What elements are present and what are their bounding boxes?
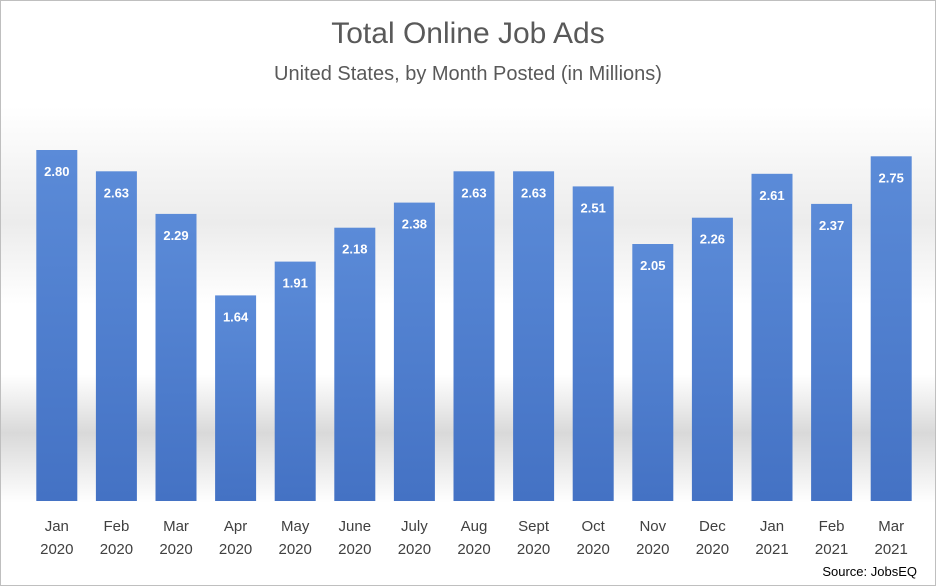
- chart-title: Total Online Job Ads: [331, 17, 605, 50]
- bar-mar-2021: [870, 156, 912, 502]
- x-tick-month: Nov: [639, 518, 666, 535]
- x-tick-month: Aug: [461, 518, 488, 535]
- bar-may-2020: [274, 261, 316, 501]
- x-tick-month: Feb: [103, 518, 129, 535]
- bar-jan-2020: [36, 150, 78, 501]
- bar-oct-2020: [572, 186, 614, 501]
- x-tick-month: Mar: [163, 518, 189, 535]
- data-label: 2.18: [342, 242, 367, 257]
- bar-feb-2020: [95, 171, 137, 502]
- data-label: 1.64: [223, 309, 249, 324]
- bar-feb-2021: [811, 203, 853, 501]
- x-tick-month: June: [339, 518, 372, 535]
- data-label: 2.63: [521, 185, 546, 200]
- data-label: 2.26: [700, 232, 725, 247]
- bar-jan-2021: [751, 173, 793, 502]
- x-tick-year: 2020: [100, 541, 133, 558]
- x-tick-year: 2020: [219, 541, 252, 558]
- x-tick-year: 2021: [755, 541, 788, 558]
- data-label: 2.63: [461, 185, 486, 200]
- data-label: 2.37: [819, 218, 844, 233]
- chart-subtitle: United States, by Month Posted (in Milli…: [274, 63, 662, 85]
- x-tick-month: July: [401, 518, 428, 535]
- x-tick-year: 2020: [636, 541, 669, 558]
- bar-apr-2020: [215, 295, 257, 501]
- bar-nov-2020: [632, 244, 674, 501]
- data-label: 2.61: [759, 188, 784, 203]
- x-tick-year: 2021: [815, 541, 848, 558]
- source-note: Source: JobsEQ: [822, 564, 917, 579]
- data-label: 2.38: [402, 217, 427, 232]
- x-tick-year: 2020: [517, 541, 550, 558]
- data-label: 2.63: [104, 185, 129, 200]
- data-label: 2.05: [640, 258, 665, 273]
- x-tick-year: 2020: [279, 541, 312, 558]
- x-tick-month: Oct: [582, 518, 606, 535]
- x-tick-year: 2020: [577, 541, 610, 558]
- data-label: 1.91: [283, 276, 308, 291]
- bar-dec-2020: [691, 217, 733, 501]
- data-label: 2.29: [163, 228, 188, 243]
- x-tick-year: 2020: [159, 541, 192, 558]
- data-label: 2.75: [879, 170, 904, 185]
- bar-july-2020: [393, 202, 435, 501]
- x-tick-year: 2020: [696, 541, 729, 558]
- x-tick-month: Sept: [518, 518, 550, 535]
- data-label: 2.80: [44, 164, 69, 179]
- bar-june-2020: [334, 227, 376, 501]
- x-tick-year: 2020: [40, 541, 73, 558]
- x-tick-year: 2020: [338, 541, 371, 558]
- x-tick-month: Apr: [224, 518, 247, 535]
- x-tick-month: Dec: [699, 518, 726, 535]
- x-tick-month: May: [281, 518, 310, 535]
- data-label: 2.51: [581, 200, 606, 215]
- x-tick-year: 2020: [457, 541, 490, 558]
- x-tick-month: Jan: [760, 518, 784, 535]
- bar-sept-2020: [513, 171, 555, 502]
- bar-mar-2020: [155, 213, 197, 501]
- x-tick-year: 2020: [398, 541, 431, 558]
- bar-aug-2020: [453, 171, 495, 502]
- x-tick-year: 2021: [875, 541, 908, 558]
- x-tick-month: Feb: [819, 518, 845, 535]
- x-tick-month: Jan: [45, 518, 69, 535]
- x-tick-month: Mar: [878, 518, 904, 535]
